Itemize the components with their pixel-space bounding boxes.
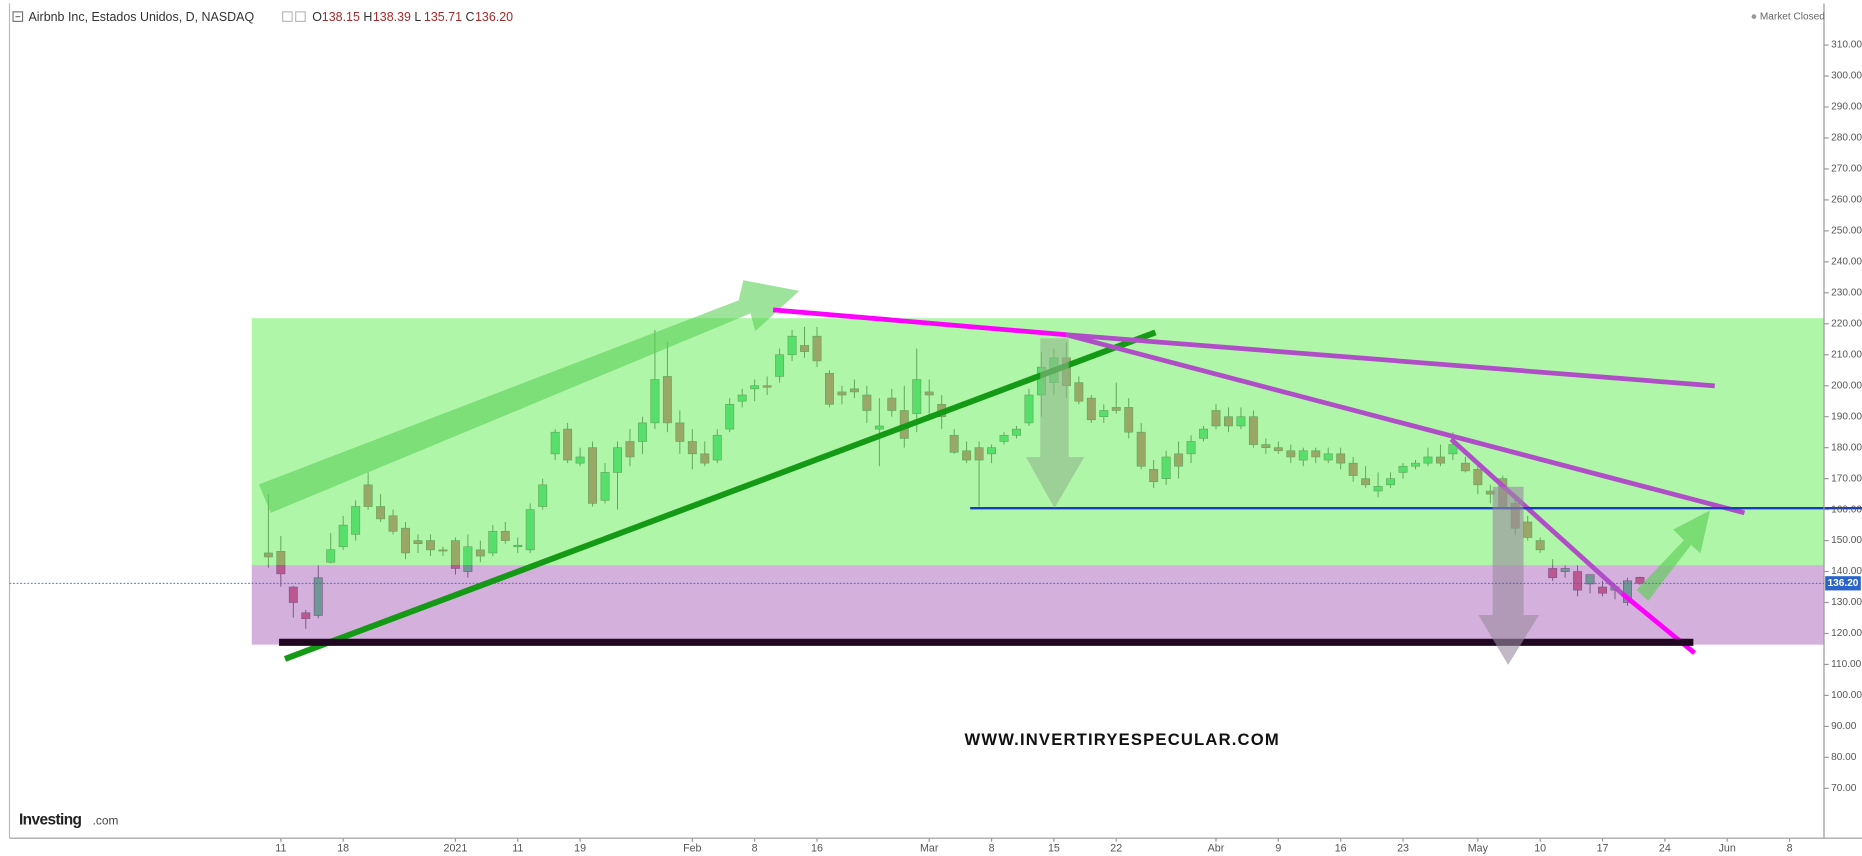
last-price-tag (1825, 576, 1861, 591)
y-tick-label: 190.00 (1831, 411, 1862, 422)
axes: 310.00 300.00 290.00 280.00 270.00 260.00 250.… (9, 40, 1862, 855)
y-tick-label: 100.00 (1831, 690, 1862, 701)
green-zone (251, 318, 1824, 566)
x-tick-label: 8 (989, 843, 995, 855)
y-tick-label: 310.00 (1831, 40, 1862, 51)
chart-title: Airbnb Inc, Estados Unidos, D, NASDAQ (29, 10, 255, 24)
y-tick-label: 260.00 (1831, 195, 1862, 206)
y-tick-label: 110.00 (1831, 659, 1861, 670)
y-tick-label: 180.00 (1831, 442, 1862, 453)
y-tick-label: 140.00 (1831, 566, 1862, 577)
x-tick-label: 23 (1397, 843, 1409, 855)
resistance-line (1449, 437, 1624, 596)
y-tick-label: 210.00 (1831, 349, 1862, 360)
x-tick-label: 15 (1048, 843, 1060, 855)
x-tick-label: 19 (574, 843, 586, 855)
y-tick-label: 230.00 (1831, 287, 1862, 298)
header-icon[interactable] (295, 11, 306, 22)
x-tick-label: 11 (275, 843, 286, 855)
y-tick-label: 160.00 (1831, 504, 1862, 515)
y-tick-label: 120.00 (1831, 628, 1862, 639)
y-tick-label: 90.00 (1831, 721, 1857, 732)
brand-name: Investing (19, 811, 82, 828)
y-tick-label: 130.00 (1831, 597, 1862, 608)
resistance-line (1066, 332, 1715, 389)
quote-label: L (414, 10, 421, 24)
quote-value: 138.39 (373, 10, 411, 24)
x-tick-label: Mar (920, 843, 939, 855)
x-tick-label: 9 (1275, 843, 1281, 855)
x-tick-label: 10 (1534, 843, 1546, 855)
quote-value: 135.71 (424, 10, 462, 24)
y-tick-label: 240.00 (1831, 257, 1862, 268)
x-tick-label: 8 (752, 843, 758, 855)
last-price-label: 136.20 (1828, 578, 1859, 589)
x-tick-label: Jun (1719, 843, 1736, 855)
collapse-icon[interactable] (12, 11, 24, 22)
status-dot (1751, 14, 1757, 19)
y-tick-label: 70.00 (1831, 783, 1857, 794)
annotations (258, 280, 1862, 665)
x-tick-label: Abr (1208, 843, 1225, 855)
y-tick-label: 300.00 (1831, 71, 1862, 82)
down-arrow (1478, 486, 1539, 665)
x-tick-label: 11 (512, 843, 523, 855)
y-tick-label: 250.00 (1831, 226, 1862, 237)
x-tick-label: 22 (1110, 843, 1122, 855)
resistance-line (772, 307, 1067, 338)
y-tick-label: 270.00 (1831, 164, 1862, 175)
y-tick-label: 200.00 (1831, 380, 1862, 391)
x-tick-label: Feb (683, 843, 701, 855)
x-tick-label: 16 (1335, 843, 1347, 855)
down-arrow (1026, 338, 1085, 509)
y-tick-label: 280.00 (1831, 133, 1862, 144)
brand-domain: .com (93, 814, 119, 828)
x-tick-label: 24 (1659, 843, 1671, 855)
watermark: WWW.INVERTIRYESPECULAR.COM (964, 730, 1279, 749)
up-arrow (1636, 510, 1710, 601)
quote: O 138.15 H 138.39 L 135.71 C 136.20 (312, 10, 513, 24)
x-tick-label: May (1468, 843, 1489, 855)
trend-line (283, 329, 1157, 662)
y-tick-label: 80.00 (1831, 752, 1857, 763)
quote-value: 138.15 (322, 10, 360, 24)
up-arrow (258, 280, 800, 513)
x-tick-label: 2021 (444, 843, 468, 855)
y-tick-label: 220.00 (1831, 318, 1862, 329)
x-tick-label: 8 (1787, 843, 1793, 855)
y-tick-label: 290.00 (1831, 102, 1862, 113)
x-tick-label: 17 (1597, 843, 1609, 855)
quote-label: C (465, 10, 474, 24)
quote-value: 136.20 (475, 10, 513, 24)
quote-label: H (363, 10, 372, 24)
y-tick-label: 170.00 (1831, 473, 1862, 484)
quote-label: O (312, 10, 322, 24)
header-icon[interactable] (282, 11, 293, 22)
market-status: Market Closed (1760, 11, 1825, 22)
pink-zone (251, 565, 1824, 645)
y-tick-label: 150.00 (1831, 535, 1862, 546)
x-tick-label: 16 (811, 843, 823, 855)
x-tick-label: 18 (337, 843, 349, 855)
resistance-line (1065, 332, 1746, 516)
